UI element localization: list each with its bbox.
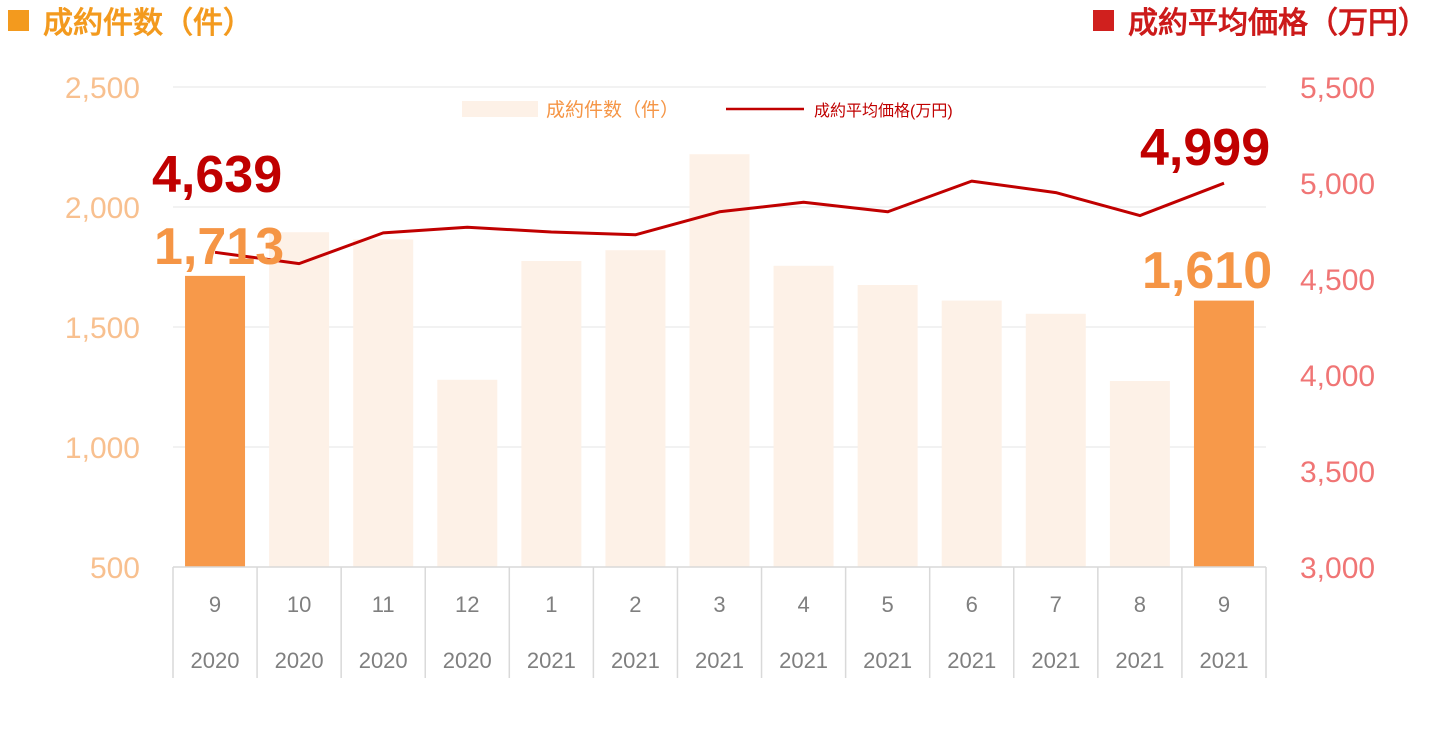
- bar: [185, 275, 246, 567]
- first-line-value-label: 4,639: [152, 146, 282, 204]
- bar: [941, 300, 1002, 567]
- month-tick-label: 6: [966, 592, 978, 617]
- year-tick-label: 2021: [611, 648, 660, 673]
- right-axis-tick-label: 3,500: [1300, 456, 1375, 489]
- month-tick-label: 9: [209, 592, 221, 617]
- year-tick-label: 2021: [1115, 648, 1164, 673]
- month-tick-label: 3: [713, 592, 725, 617]
- month-tick-label: 5: [882, 592, 894, 617]
- last-line-value-label: 4,999: [1140, 119, 1270, 177]
- month-tick-label: 11: [372, 592, 395, 617]
- month-tick-label: 10: [287, 592, 311, 617]
- year-tick-label: 2020: [191, 648, 240, 673]
- orange-square-marker: [8, 10, 29, 31]
- year-tick-label: 2021: [1031, 648, 1080, 673]
- right-axis-title: 成約平均価格（万円）: [1093, 4, 1428, 44]
- left-axis-tick-label: 2,000: [65, 192, 140, 225]
- left-axis: 500 1,000 1,500 2,000 2,500: [65, 72, 140, 585]
- bar: [521, 261, 582, 567]
- bar-series: [185, 154, 1254, 567]
- legend-bar-label: 成約件数（件）: [546, 99, 679, 121]
- year-tick-label: 2021: [863, 648, 912, 673]
- right-axis-tick-label: 4,500: [1300, 264, 1375, 297]
- bar: [773, 265, 834, 567]
- bar: [857, 285, 918, 567]
- bar: [1193, 300, 1254, 567]
- line-series: [214, 179, 1225, 266]
- first-bar-value-label: 1,713: [154, 218, 284, 276]
- month-tick-label: 8: [1134, 592, 1146, 617]
- year-tick-label: 2021: [695, 648, 744, 673]
- bar: [689, 154, 750, 567]
- price-line: [214, 179, 1225, 266]
- right-axis: 3,000 3,500 4,000 4,500 5,000 5,500: [1300, 72, 1375, 585]
- bar: [437, 379, 498, 567]
- left-axis-tick-label: 1,000: [65, 432, 140, 465]
- month-tick-label: 12: [455, 592, 479, 617]
- year-tick-label: 2020: [359, 648, 408, 673]
- month-tick-label: 1: [545, 592, 557, 617]
- right-axis-tick-label: 5,500: [1300, 72, 1375, 105]
- right-axis-title-text: 成約平均価格（万円）: [1128, 6, 1428, 41]
- bar: [353, 239, 414, 567]
- month-tick-label: 4: [797, 592, 809, 617]
- left-axis-tick-label: 2,500: [65, 72, 140, 105]
- year-tick-label: 2021: [527, 648, 576, 673]
- legend-bar-swatch: [462, 101, 538, 117]
- left-axis-tick-label: 1,500: [65, 312, 140, 345]
- last-bar-value-label: 1,610: [1142, 242, 1272, 300]
- year-tick-label: 2021: [1199, 648, 1248, 673]
- year-tick-label: 2020: [275, 648, 324, 673]
- month-tick-label: 7: [1050, 592, 1062, 617]
- month-tick-label: 9: [1218, 592, 1230, 617]
- bar: [1025, 313, 1086, 567]
- left-axis-title: 成約件数（件）: [8, 4, 253, 44]
- year-tick-label: 2020: [443, 648, 492, 673]
- bar: [605, 250, 666, 567]
- left-axis-title-text: 成約件数（件）: [43, 6, 253, 41]
- year-tick-label: 2021: [947, 648, 996, 673]
- category-axis: 9 2020 10 2020 11 2020 12 2020 1 2021 2 2021 3 2021 4 2…: [172, 566, 1267, 678]
- legend: 成約件数（件） 成約平均価格(万円): [462, 99, 953, 121]
- year-tick-label: 2021: [779, 648, 828, 673]
- right-axis-tick-label: 4,000: [1300, 360, 1375, 393]
- bar: [1109, 381, 1170, 567]
- bar: [269, 232, 330, 567]
- right-axis-tick-label: 3,000: [1300, 552, 1375, 585]
- red-square-marker: [1093, 10, 1114, 31]
- right-axis-tick-label: 5,000: [1300, 168, 1375, 201]
- month-tick-label: 2: [629, 592, 641, 617]
- left-axis-tick-label: 500: [90, 552, 140, 585]
- legend-line-label: 成約平均価格(万円): [814, 102, 953, 120]
